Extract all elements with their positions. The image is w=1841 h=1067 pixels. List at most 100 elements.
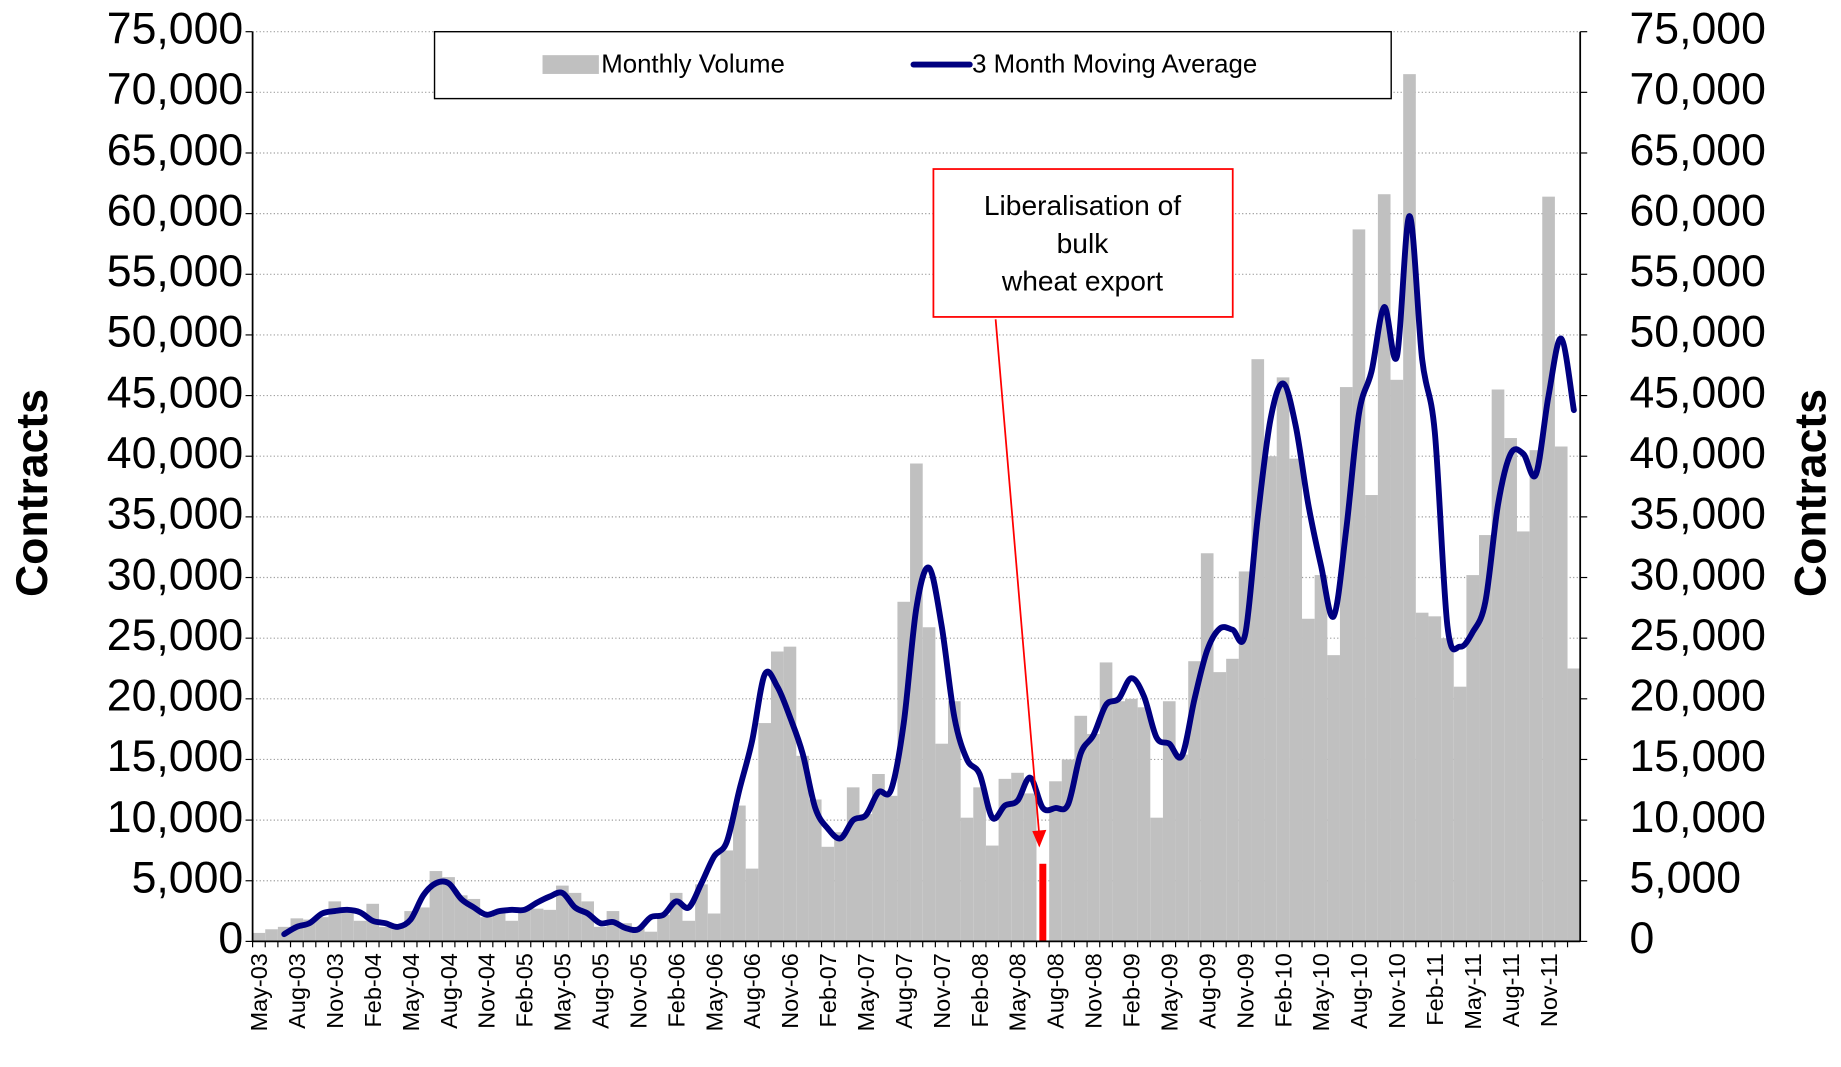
y-tick-label: 60,000 — [107, 186, 243, 235]
legend-label: 3 Month Moving Average — [972, 51, 1257, 79]
x-tick-label: May-09 — [1156, 953, 1182, 1031]
legend-label: Monthly Volume — [601, 51, 785, 79]
y2-axis-title: Contracts — [1787, 389, 1836, 597]
bar — [1099, 662, 1113, 942]
x-tick-label: Feb-06 — [663, 953, 689, 1027]
bar — [707, 913, 721, 942]
x-tick-label: Feb-10 — [1270, 953, 1296, 1027]
bar — [1150, 817, 1163, 942]
bar — [758, 723, 771, 942]
bar — [1276, 377, 1290, 942]
x-tick-label: Nov-10 — [1384, 953, 1410, 1029]
bar — [315, 917, 329, 942]
bar — [796, 755, 809, 942]
annotation-text: wheat export — [1001, 264, 1163, 296]
x-tick-label: Aug-03 — [284, 953, 310, 1029]
bar — [353, 920, 367, 942]
x-tick-label: May-07 — [853, 953, 879, 1031]
bar — [657, 914, 670, 942]
bar — [922, 627, 936, 942]
x-tick-label: Nov-11 — [1536, 953, 1562, 1027]
y-tick-label: 15,000 — [107, 732, 243, 781]
bar — [1049, 781, 1062, 942]
bar — [1516, 531, 1530, 942]
y-tick-label: 40,000 — [107, 429, 243, 478]
x-tick-label: Feb-07 — [815, 953, 841, 1027]
y2-tick-label: 30,000 — [1629, 550, 1765, 599]
bar — [593, 926, 607, 942]
x-tick-label: Feb-11 — [1422, 953, 1448, 1026]
x-tick-label: May-03 — [246, 953, 272, 1031]
y2-tick-label: 5,000 — [1629, 854, 1741, 903]
x-tick-label: May-10 — [1308, 953, 1334, 1031]
x-tick-label: Aug-07 — [891, 953, 917, 1029]
moving-average-line — [281, 213, 1577, 938]
bar — [1162, 701, 1176, 942]
bar — [834, 832, 847, 942]
bar — [1023, 793, 1037, 942]
x-tick-label: Nov-03 — [322, 953, 348, 1029]
x-tick-label: Feb-08 — [967, 953, 993, 1027]
x-tick-label: Aug-08 — [1043, 953, 1069, 1029]
bar — [1365, 495, 1378, 942]
bar — [341, 908, 354, 942]
bar — [1441, 638, 1454, 942]
x-tick-label: Feb-04 — [360, 953, 386, 1027]
bar — [1529, 450, 1543, 942]
x-tick-label: Aug-09 — [1194, 953, 1220, 1029]
y2-tick-label: 35,000 — [1629, 490, 1765, 539]
x-tick-label: Aug-04 — [436, 953, 462, 1029]
y-tick-label: 20,000 — [107, 672, 243, 721]
bar — [1213, 672, 1227, 942]
y2-tick-label: 40,000 — [1629, 429, 1765, 478]
bar — [1314, 575, 1328, 942]
bar — [1188, 661, 1201, 942]
bar — [1200, 553, 1214, 942]
bar — [1327, 655, 1340, 942]
x-tick-label: Nov-09 — [1232, 953, 1258, 1029]
bar — [581, 901, 594, 942]
bar — [328, 901, 342, 942]
bar — [1087, 733, 1100, 942]
x-tick-label: May-05 — [550, 953, 576, 1031]
x-tick-label: Nov-06 — [777, 953, 803, 1029]
bar — [859, 814, 873, 942]
legend-swatch — [542, 55, 599, 74]
y-axis-title: Contracts — [8, 389, 57, 597]
bar — [1466, 575, 1480, 942]
bar — [846, 787, 860, 942]
y2-tick-label: 20,000 — [1629, 672, 1765, 721]
bar — [492, 911, 506, 942]
x-tick-label: Nov-07 — [929, 953, 955, 1029]
y-tick-label: 45,000 — [107, 368, 243, 417]
x-tick-label: May-06 — [701, 953, 727, 1031]
bar — [948, 701, 961, 942]
y2-tick-label: 60,000 — [1629, 186, 1765, 235]
x-tick-label: Nov-04 — [474, 953, 500, 1029]
bar — [454, 895, 468, 942]
bar — [998, 778, 1012, 942]
bar — [695, 884, 708, 942]
y2-tick-label: 10,000 — [1629, 793, 1765, 842]
bar — [897, 601, 911, 942]
bar — [872, 774, 885, 942]
bar — [606, 911, 620, 942]
y-tick-label: 50,000 — [107, 308, 243, 357]
bar — [530, 908, 544, 942]
y2-tick-label: 25,000 — [1629, 611, 1765, 660]
bar — [1226, 658, 1239, 942]
y2-tick-label: 0 — [1629, 914, 1654, 963]
y-tick-label: 65,000 — [107, 126, 243, 175]
bar — [682, 920, 696, 942]
bar — [1428, 616, 1442, 942]
y-tick-label: 0 — [218, 914, 243, 963]
y2-tick-label: 55,000 — [1629, 247, 1765, 296]
y2-tick-label: 65,000 — [1629, 126, 1765, 175]
x-tick-label: Feb-09 — [1119, 953, 1145, 1027]
bar — [1238, 571, 1252, 942]
bar — [1504, 438, 1517, 942]
bar — [808, 799, 822, 942]
bar — [644, 931, 658, 942]
bar — [1289, 458, 1303, 942]
x-tick-label: Aug-06 — [739, 953, 765, 1029]
